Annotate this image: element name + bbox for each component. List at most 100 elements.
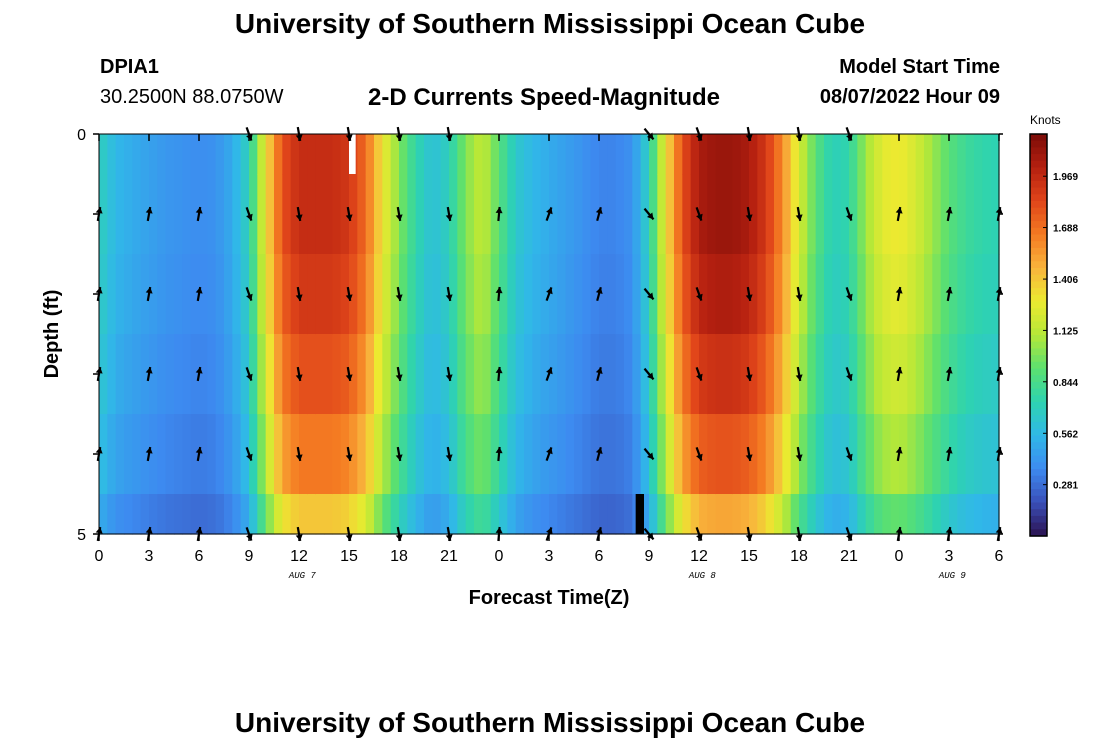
colorbar-segment bbox=[1030, 368, 1047, 376]
heatmap-cell bbox=[790, 494, 800, 535]
heatmap-cell bbox=[390, 254, 400, 335]
heatmap-cell bbox=[490, 334, 500, 415]
heatmap-cell bbox=[440, 494, 450, 535]
heatmap-cell bbox=[432, 254, 442, 335]
heatmap-cell bbox=[582, 494, 592, 535]
heatmap-cell bbox=[715, 334, 725, 415]
heatmap-cell bbox=[582, 134, 592, 175]
x-tick-label: 0 bbox=[95, 548, 104, 565]
heatmap-cell bbox=[457, 174, 467, 255]
colorbar-segment bbox=[1030, 388, 1047, 396]
heatmap-cell bbox=[174, 254, 183, 335]
heatmap-cell bbox=[982, 254, 992, 335]
heatmap-cell bbox=[624, 254, 633, 335]
heatmap-cell bbox=[415, 334, 425, 415]
heatmap-cell bbox=[874, 254, 883, 335]
heatmap-cell bbox=[749, 494, 758, 535]
heatmap-cell bbox=[132, 174, 142, 255]
heatmap-cell bbox=[674, 494, 683, 535]
heatmap-cell bbox=[349, 254, 358, 335]
colorbar-tick-label: 1.406 bbox=[1053, 275, 1078, 286]
colorbar-segment bbox=[1030, 274, 1047, 282]
colorbar-segment bbox=[1030, 348, 1047, 356]
heatmap-cell bbox=[515, 334, 525, 415]
heatmap-cell bbox=[990, 334, 1000, 415]
current-arrow bbox=[295, 446, 303, 462]
heatmap-cell bbox=[432, 134, 442, 175]
current-arrow bbox=[695, 447, 703, 461]
heatmap-cell bbox=[649, 174, 658, 255]
heatmap-cell bbox=[490, 174, 500, 255]
heatmap-cell bbox=[99, 494, 108, 535]
heatmap-cell bbox=[899, 254, 908, 335]
heatmap-cell bbox=[932, 494, 942, 535]
heatmap-cell bbox=[149, 494, 158, 535]
colorbar-segment bbox=[1030, 395, 1047, 403]
heatmap-cell bbox=[324, 254, 333, 335]
heatmap-cell bbox=[365, 494, 375, 535]
heatmap-cell bbox=[315, 134, 325, 175]
current-arrow bbox=[745, 446, 753, 462]
heatmap-cell bbox=[499, 134, 508, 175]
heatmap-cell bbox=[874, 174, 883, 255]
heatmap-cell bbox=[132, 414, 142, 495]
heatmap-cell bbox=[282, 254, 292, 335]
heatmap-cell bbox=[249, 494, 258, 535]
heatmap-cell bbox=[349, 494, 358, 535]
heatmap-cell bbox=[382, 494, 392, 535]
current-arrow bbox=[895, 366, 903, 382]
heatmap-cell bbox=[774, 494, 783, 535]
heatmap-cell bbox=[890, 334, 900, 415]
heatmap-cell bbox=[249, 334, 258, 415]
heatmap-cell bbox=[190, 254, 200, 335]
heatmap-cell bbox=[932, 414, 942, 495]
heatmap-cell bbox=[165, 334, 175, 415]
heatmap-cell bbox=[607, 494, 617, 535]
heatmap-cell bbox=[549, 414, 558, 495]
heatmap-cell bbox=[907, 494, 917, 535]
heatmap-cell bbox=[774, 334, 783, 415]
heatmap-cell bbox=[557, 254, 567, 335]
heatmap-cell bbox=[565, 174, 575, 255]
colorbar-segment bbox=[1030, 321, 1047, 329]
model-start-label: Model Start Time bbox=[839, 56, 1000, 78]
heatmap-cell bbox=[290, 174, 300, 255]
heatmap-cell bbox=[140, 254, 150, 335]
heatmap-cell bbox=[107, 414, 117, 495]
heatmap-cell bbox=[415, 254, 425, 335]
heatmap-cell bbox=[674, 414, 683, 495]
heatmap-cell bbox=[682, 174, 692, 255]
heatmap-cell bbox=[965, 174, 975, 255]
heatmap-cell bbox=[357, 174, 367, 255]
heatmap-cell bbox=[265, 334, 275, 415]
heatmap-cell bbox=[182, 134, 192, 175]
heatmap-cell bbox=[857, 334, 867, 415]
heatmap-cell bbox=[182, 174, 192, 255]
heatmap-cell bbox=[332, 334, 342, 415]
heatmap-cell bbox=[399, 414, 408, 495]
heatmap-cell bbox=[707, 254, 717, 335]
colorbar-tick-label: 0.281 bbox=[1053, 481, 1078, 492]
heatmap-cell bbox=[799, 414, 808, 495]
x-tick-label: 15 bbox=[740, 548, 758, 565]
colorbar-segment bbox=[1030, 174, 1047, 182]
heatmap-cell bbox=[549, 334, 558, 415]
heatmap-cell bbox=[615, 414, 625, 495]
x-tick-label: 12 bbox=[690, 548, 708, 565]
heatmap-cell bbox=[574, 174, 583, 255]
x-tick-label: 18 bbox=[390, 548, 408, 565]
heatmap-cell bbox=[390, 134, 400, 175]
heatmap-cell bbox=[340, 134, 350, 175]
heatmap-cell bbox=[924, 334, 933, 415]
heatmap-cell bbox=[265, 134, 275, 175]
heatmap-cell bbox=[457, 414, 467, 495]
current-arrow bbox=[643, 447, 655, 461]
x-tick-label: 9 bbox=[245, 548, 254, 565]
heatmap-cell bbox=[607, 334, 617, 415]
heatmap-cell bbox=[415, 494, 425, 535]
heatmap-cell bbox=[982, 414, 992, 495]
heatmap-cell bbox=[799, 134, 808, 175]
heatmap-cell bbox=[424, 134, 433, 175]
heatmap-cell bbox=[532, 134, 542, 175]
heatmap-cell bbox=[157, 174, 167, 255]
